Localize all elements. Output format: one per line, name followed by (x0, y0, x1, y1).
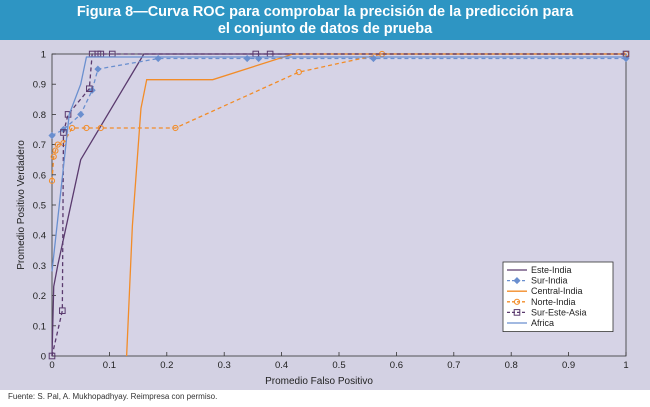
x-tick-label: 0.7 (447, 360, 460, 371)
legend-label-este-india: Este-India (531, 265, 572, 275)
series-line-norte-india (51, 53, 626, 181)
data-point-sur-india (77, 110, 85, 118)
x-tick-label: 0.8 (505, 360, 518, 371)
x-tick-label: 0.3 (218, 360, 231, 371)
source-note: Fuente: S. Pal, A. Mukhopadhyay. Reimpre… (8, 392, 218, 401)
x-tick-label: 0.6 (390, 360, 403, 371)
x-axis-label: Promedio Falso Positivo (265, 376, 373, 387)
title-banner: Figura 8—Curva ROC para comprobar la pre… (0, 0, 650, 40)
y-tick-label: 0 (41, 352, 46, 363)
y-tick-label: 0.6 (33, 170, 46, 181)
x-tick-label: 0 (49, 360, 54, 371)
legend-label-sur-india: Sur-India (531, 276, 568, 286)
data-point-norte-india (48, 177, 56, 184)
y-tick-label: 0.9 (33, 80, 46, 91)
y-axis-label: Promedio Positivo Verdadero (16, 140, 27, 270)
legend-label-africa: Africa (531, 318, 554, 328)
x-tick-label: 0.1 (103, 360, 116, 371)
data-point-norte-india (295, 69, 302, 76)
data-point-sur-este-asia (48, 352, 56, 360)
legend-marker-sur-india (513, 277, 521, 285)
data-point-sur-india (48, 131, 56, 140)
chart-title-line-2: el conjunto de datos de prueba (217, 21, 433, 37)
chart-title-line-1: Figura 8—Curva ROC para comprobar la pre… (76, 4, 574, 20)
x-tick-label: 0.5 (332, 360, 345, 371)
roc-chart: 0 0.1 0.2 0.3 0.4 0.5 0.6 0.7 0.8 0.9 1 0 0.1 0.2 0.3 0… (16, 50, 630, 387)
data-point-sur-este-asia (60, 129, 67, 136)
y-tick-label: 0.2 (33, 291, 46, 302)
x-tick-label: 1 (623, 360, 628, 371)
legend-marker-sur-este-asia (513, 309, 521, 316)
data-point-norte-india (83, 124, 90, 132)
data-point-norte-india (68, 124, 76, 132)
legend: Este-IndiaSur-IndiaCentral-IndiaNorte-In… (502, 261, 614, 332)
y-tick-label: 0.4 (33, 231, 46, 242)
y-tick-label: 0.7 (33, 140, 46, 151)
y-tick-label: 0.3 (33, 261, 46, 272)
plot-layer: 0 0.1 0.2 0.3 0.4 0.5 0.6 0.7 0.8 0.9 1 0 0.1 0.2 0.3 0… (16, 50, 630, 387)
series-africa (51, 56, 626, 272)
data-point-sur-india (94, 65, 102, 73)
y-tick-label: 0.1 (33, 321, 46, 332)
data-point-sur-este-asia (64, 111, 72, 118)
series-line-sur-india (51, 57, 626, 137)
data-point-norte-india (172, 124, 179, 132)
legend-label-sur-este-asia: Sur-Este-Asia (531, 307, 587, 317)
data-point-norte-india (97, 124, 104, 132)
data-point-sur-este-asia (59, 307, 66, 314)
legend-label-norte-india: Norte-India (531, 297, 576, 307)
y-tick-label: 0.5 (33, 201, 46, 212)
legend-label-central-india: Central-India (531, 286, 583, 296)
legend-marker-norte-india (513, 298, 521, 305)
data-point-norte-india (52, 147, 59, 154)
x-tick-label: 0.2 (160, 360, 173, 371)
data-point-norte-india (50, 153, 57, 160)
data-point-norte-india (54, 141, 61, 148)
data-point-sur-este-asia (86, 85, 93, 93)
x-tick-label: 0.9 (562, 360, 575, 371)
y-tick-label: 0.8 (33, 110, 46, 121)
x-tick-label: 0.4 (275, 360, 288, 371)
series-line-africa (51, 56, 626, 272)
legend-box (502, 261, 614, 332)
y-tick-label: 1 (41, 50, 46, 61)
